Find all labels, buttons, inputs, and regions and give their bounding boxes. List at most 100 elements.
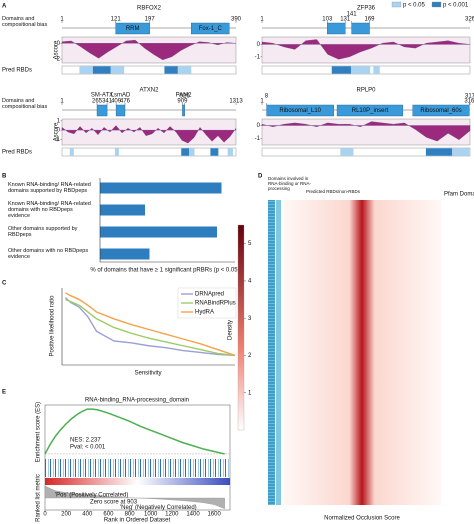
residue-tick-label: 409 [111, 99, 122, 105]
pred-rbd [340, 148, 354, 156]
pred-rbd [110, 66, 125, 74]
residue-tick-label: 1313 [229, 99, 243, 105]
row-axis-label: Pfam Domains [444, 192, 474, 198]
colorbar-label: Density [228, 320, 234, 340]
line-series [65, 292, 236, 357]
es-curve [44, 408, 225, 455]
domain [327, 22, 346, 35]
residue-tick-label: 1 [60, 99, 64, 105]
row-label: Domains and compositional bias [2, 16, 48, 29]
residue-tick-label: 1 [260, 17, 264, 23]
pred-rbd [164, 66, 178, 74]
y-axis-label: Ranked list metric [36, 474, 42, 522]
x-tick-label: 1200 [165, 512, 179, 518]
pred-rbd [92, 66, 111, 74]
row-label: Pred RBDs [2, 150, 32, 156]
pred-rbd [425, 148, 453, 156]
pred-rbd [69, 148, 74, 156]
residue-tick-label: 317 [465, 94, 474, 100]
residue-tick-label: 390 [231, 17, 242, 23]
row-label: Pred RBDs [2, 68, 32, 74]
x-tick-label: 400 [82, 512, 93, 518]
x-tick-label: 600 [103, 512, 114, 518]
legend-swatch [431, 1, 442, 8]
pred-rbd [210, 148, 219, 156]
delta-tick-label: 1 [57, 118, 61, 124]
domain-label: Ribosomal_L10 [279, 108, 321, 114]
annotation-strip [276, 200, 281, 505]
row-label: Δscore [54, 122, 60, 141]
domain [351, 22, 370, 35]
colorbar-tick-label: 4 [248, 278, 252, 284]
domain-label: Fox-1_C [199, 26, 223, 32]
pred-rbd [181, 148, 190, 156]
delta-area [61, 125, 237, 144]
bar [100, 248, 150, 260]
delta-area [61, 39, 237, 61]
pred-rbd [452, 148, 470, 156]
category-label: Other domains with no RBDpeps evidence [8, 247, 89, 260]
x-axis-label: Rank in Ordered Dataset [104, 518, 171, 524]
category-label: Known RNA-binding/ RNA-related domains s… [8, 181, 91, 194]
annotation-strip [268, 200, 275, 505]
domain-label: RL10P_insert [352, 108, 389, 114]
hit-strip [45, 459, 230, 477]
delta-tick-label: 0 [257, 123, 261, 129]
delta-tick-label: -1 [255, 54, 261, 60]
line-series [64, 297, 236, 357]
pred-rbd [114, 148, 119, 156]
residue-tick-label: 141 [347, 12, 358, 18]
y-axis-label: Positive likelihood ratio [50, 295, 56, 357]
pred-rbd [79, 66, 93, 74]
domain-label: LsmAD [111, 93, 131, 99]
residue-tick-label: 103 [322, 17, 333, 23]
line-series [65, 298, 236, 357]
rank-gradient [45, 478, 230, 485]
heatmap [283, 200, 441, 505]
residue-tick-label: 326 [465, 17, 474, 23]
pos-label: 'Pos' (Positively Correlated) [55, 493, 128, 499]
pred-rbd [227, 148, 233, 156]
pred-rbd [177, 66, 192, 74]
nes-text: NES: 2.237 [70, 438, 101, 444]
legend-label: DRNApred [195, 292, 224, 298]
residue-tick-label: 1 [260, 99, 264, 105]
residue-tick-label: 476 [120, 99, 131, 105]
protein-name: ATXN2 [140, 88, 160, 94]
x-axis-label: Normalized Occlusion Score [324, 516, 400, 522]
domain-label: SM-ATX [91, 93, 113, 99]
delta-area [261, 39, 471, 60]
x-tick-label: 800 [125, 512, 136, 518]
pred-rbd [189, 148, 195, 156]
pred-rbd [331, 66, 351, 74]
delta-tick-label: 0 [57, 41, 61, 47]
x-tick-label: 200 [61, 512, 72, 518]
x-tick-label: 0 [43, 512, 47, 518]
category-label: Other domains supported by RBDpeps [8, 225, 78, 238]
residue-tick-label: 316 [464, 99, 474, 105]
delta-tick-label: -1 [55, 137, 61, 143]
legend-label: p < 0.05 [403, 2, 426, 8]
pval-text: Pval: < 0.001 [70, 445, 106, 451]
row-label: Δscore [54, 40, 60, 59]
protein-name: RBFOX2 [137, 6, 162, 12]
domain [336, 104, 404, 117]
domain [266, 104, 334, 117]
panel-label: E [2, 390, 6, 396]
pred-frame [61, 147, 237, 157]
x-tick-label: 1000 [144, 512, 158, 518]
legend-label: RNABindRPlus [195, 301, 236, 307]
colorbar-tick-label: 1 [248, 390, 252, 396]
delta-tick-label: -2 [55, 57, 61, 63]
residue-tick-label: 1 [60, 17, 64, 23]
x-axis-label: % of domains that have ≥ 1 significant p… [90, 268, 239, 274]
domain [182, 104, 185, 117]
colorbar-tick-label: 5 [248, 241, 252, 247]
plot-frame [44, 404, 231, 511]
legend-swatch [391, 1, 402, 8]
residue-tick-label: 169 [365, 17, 376, 23]
domain [115, 22, 150, 35]
domain [115, 104, 126, 117]
